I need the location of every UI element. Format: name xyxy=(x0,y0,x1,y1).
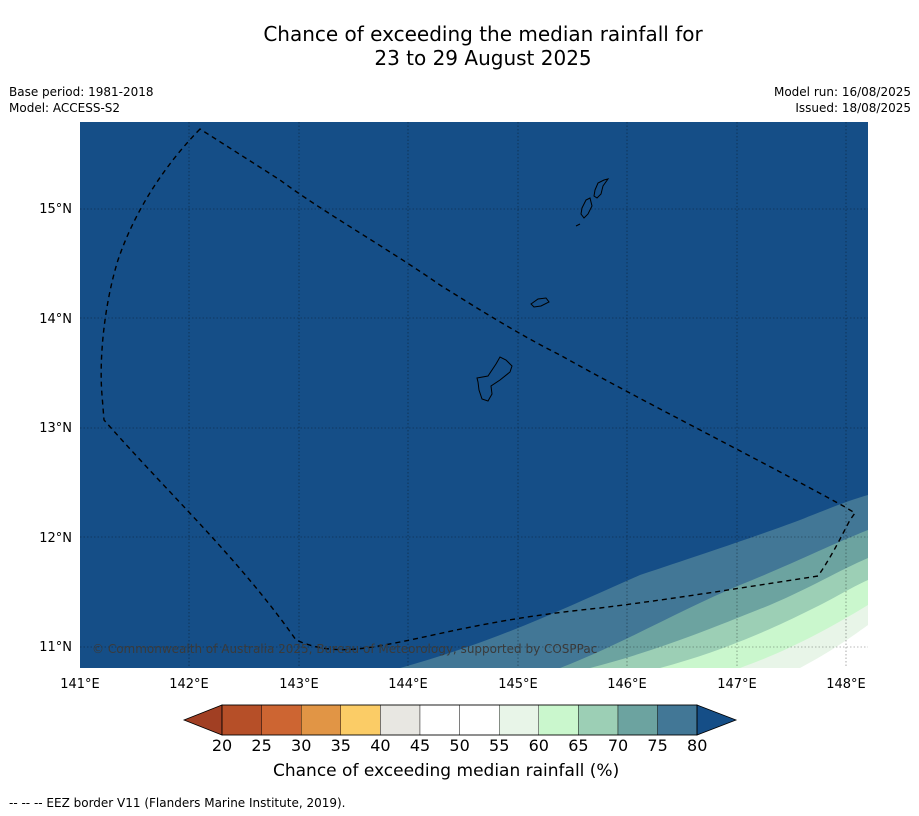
colorbar-segment-20-25 xyxy=(221,704,262,736)
eez-border xyxy=(100,128,857,651)
probability-contours xyxy=(400,495,868,668)
colorbar-tick-25: 25 xyxy=(251,736,271,755)
colorbar-segment-45-50 xyxy=(419,704,460,736)
lat-tick-14: 14°N xyxy=(39,312,72,327)
colorbar-label: Chance of exceeding median rainfall (%) xyxy=(273,761,620,781)
colorbar-segment-30-35 xyxy=(301,704,342,736)
colorbar-low-arrow xyxy=(182,704,223,736)
colorbar-segment-75-80 xyxy=(657,704,698,736)
colorbar-tick-45: 45 xyxy=(410,736,430,755)
eez-footnote: -- -- -- EEZ border V11 (Flanders Marine… xyxy=(9,796,346,810)
model-name: Model: ACCESS-S2 xyxy=(9,101,121,115)
colorbar-segment-40-45 xyxy=(380,704,421,736)
base-period: Base period: 1981-2018 xyxy=(9,85,154,99)
lat-tick-13: 13°N xyxy=(39,421,72,436)
lon-tick-142: 142°E xyxy=(169,677,209,692)
chart-title: Chance of exceeding the median rainfall … xyxy=(0,22,919,70)
island-rota xyxy=(530,297,550,308)
island-tinian xyxy=(580,197,593,219)
lat-tick-12: 12°N xyxy=(39,531,72,546)
colorbar-tick-70: 70 xyxy=(608,736,628,755)
gridlines xyxy=(80,122,868,668)
colorbar-tick-75: 75 xyxy=(647,736,667,755)
colorbar-segment-55-60 xyxy=(499,704,540,736)
lat-tick-11: 11°N xyxy=(39,640,72,655)
island-aguijan xyxy=(575,223,581,227)
colorbar-tick-50: 50 xyxy=(449,736,469,755)
title-line-2: 23 to 29 August 2025 xyxy=(374,46,592,70)
colorbar-tick-80: 80 xyxy=(687,736,707,755)
colorbar-segment-35-40 xyxy=(340,704,381,736)
colorbar-tick-55: 55 xyxy=(489,736,509,755)
lon-tick-143: 143°E xyxy=(279,677,319,692)
colorbar xyxy=(182,704,738,736)
islands xyxy=(476,178,610,402)
colorbar-tick-35: 35 xyxy=(331,736,351,755)
colorbar-tick-60: 60 xyxy=(529,736,549,755)
colorbar-tick-30: 30 xyxy=(291,736,311,755)
lat-tick-labels: 15°N 14°N 13°N 12°N 11°N xyxy=(39,202,72,655)
island-saipan xyxy=(593,178,610,199)
lon-tick-146: 146°E xyxy=(607,677,647,692)
issued-date: Issued: 18/08/2025 xyxy=(795,101,911,115)
colorbar-tick-20: 20 xyxy=(212,736,232,755)
model-run: Model run: 16/08/2025 xyxy=(773,85,911,99)
meta-right: Model run: 16/08/2025 Issued: 18/08/2025 xyxy=(774,84,911,116)
lon-tick-148: 148°E xyxy=(826,677,866,692)
lon-tick-144: 144°E xyxy=(388,677,428,692)
title-line-1: Chance of exceeding the median rainfall … xyxy=(263,22,703,46)
meta-left: Base period: 1981-2018 Model: ACCESS-S2 xyxy=(9,84,154,116)
lon-tick-141: 141°E xyxy=(60,677,100,692)
lon-tick-145: 145°E xyxy=(498,677,538,692)
colorbar-tick-40: 40 xyxy=(370,736,390,755)
band-50-55 xyxy=(800,625,868,668)
colorbar-high-arrow xyxy=(696,704,738,736)
lat-tick-15: 15°N xyxy=(39,202,72,217)
copyright-text: © Commonwealth of Australia 2025, Bureau… xyxy=(92,642,597,656)
colorbar-segment-65-70 xyxy=(578,704,619,736)
colorbar-segment-70-75 xyxy=(617,704,658,736)
colorbar-segment-25-30 xyxy=(261,704,302,736)
colorbar-tick-labels: 20 25 30 35 40 45 50 55 60 65 70 75 80 xyxy=(212,736,708,755)
colorbar-segment-50-55 xyxy=(459,704,500,736)
lon-tick-labels: 141°E 142°E 143°E 144°E 145°E 146°E 147°… xyxy=(60,677,866,692)
lon-tick-147: 147°E xyxy=(717,677,757,692)
colorbar-tick-65: 65 xyxy=(568,736,588,755)
island-guam xyxy=(476,356,513,402)
colorbar-segment-60-65 xyxy=(538,704,579,736)
